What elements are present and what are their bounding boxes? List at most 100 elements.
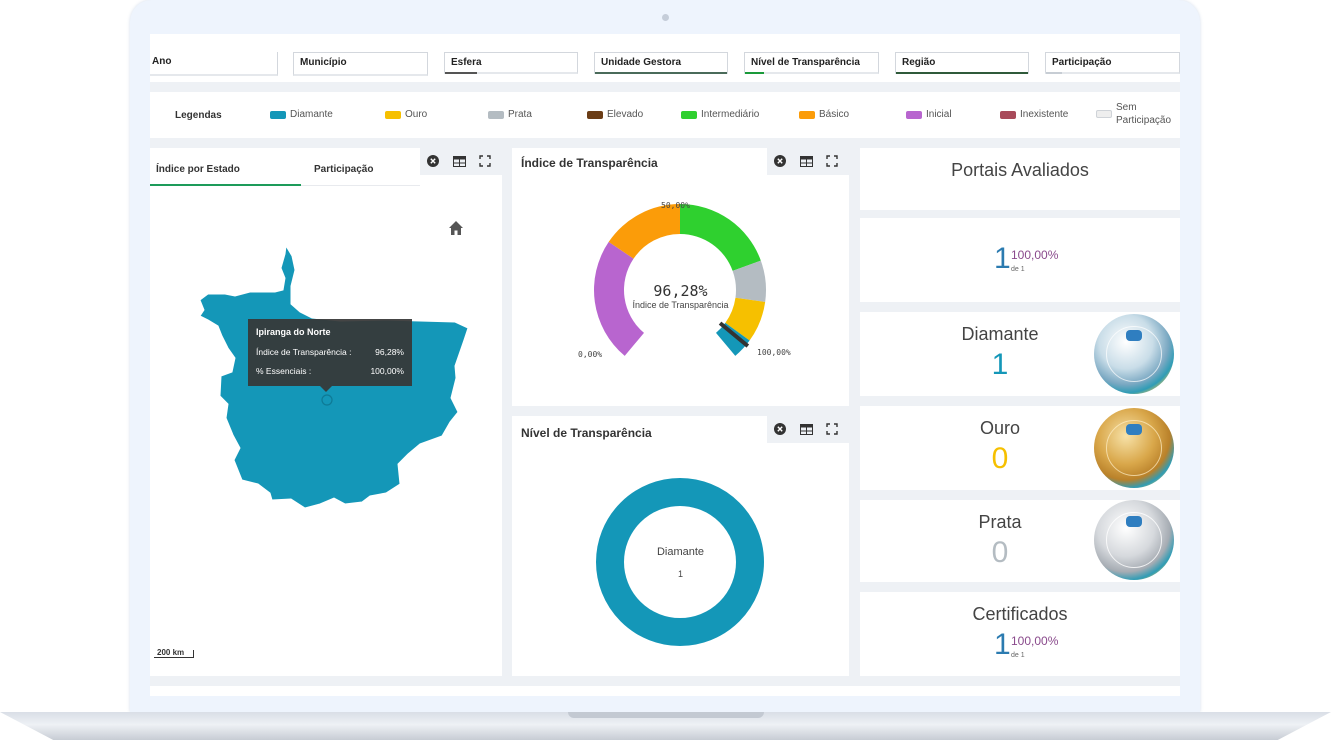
card-total-pct: 100,00% [1011,248,1059,262]
medal-ring [1106,420,1162,476]
card-ouro-title: Ouro [979,418,1021,438]
donut-slice-0[interactable] [596,478,764,646]
donut-toolbar [773,422,839,436]
laptop-notch [568,712,764,718]
table-icon[interactable] [799,422,813,436]
card-total: 1 100,00% de 1 [860,218,1180,302]
close-circle-icon[interactable] [773,422,787,436]
card-total-value: 1 [994,242,1011,275]
card-ouro-value: 0 [991,442,1009,475]
legend-swatch [385,110,401,119]
map-location-marker [321,394,333,406]
gauge-tick-min: 0,00% [578,350,603,359]
tooltip-title: Ipiranga do Norte [256,327,331,337]
fullscreen-icon[interactable] [478,154,492,168]
card-prata-value: 0 [991,536,1009,569]
gauge-panel: Índice de Transparência 96,28% Índice de… [512,148,849,406]
donut-panel-title: Nível de Transparência [521,426,652,440]
legend-item-0[interactable]: Diamante [270,109,333,120]
legend-swatch [906,110,922,119]
card-portais-avaliados: Portais Avaliados [860,148,1180,210]
fullscreen-icon[interactable] [825,422,839,436]
legend-item-7[interactable]: Inexistente [1000,109,1068,120]
map-scale-bar: 200 km [154,648,194,658]
gauge-band-2 [680,204,761,271]
legend-swatch [1096,110,1112,118]
gauge-band-0 [594,241,645,356]
card-portais-title: Portais Avaliados [951,160,1089,180]
filter-unidade-gestora[interactable]: Unidade Gestora [594,52,728,74]
filter-esfera-progress [445,72,477,74]
card-prata: Prata 0 [860,500,1180,582]
legend-swatch [1000,110,1016,119]
filter-esfera-label: Esfera [451,57,482,68]
legend-swatch [270,110,286,119]
gauge-value-label: 96,28% [653,282,708,300]
legend-label: Inexistente [1020,109,1069,120]
legend-item-2[interactable]: Prata [488,109,532,120]
card-total-de: de 1 [1011,266,1025,273]
tooltip-row-value-2: 100,00% [370,366,404,376]
map-toolbar [426,154,492,168]
filter-participacao-label: Participação [1052,57,1112,68]
close-circle-icon[interactable] [773,154,787,168]
legend-label: Elevado [607,109,644,120]
legend-label: Inicial [926,109,952,120]
home-icon[interactable] [448,220,464,241]
filter-nivel-transparencia[interactable]: Nível de Transparência [744,52,879,74]
tab-active-indicator [150,184,301,186]
legend-item-6[interactable]: Inicial [906,109,952,120]
legend-label: Prata [508,109,532,120]
legend-bar: Legendas Diamante Ouro Prata Elevado Interme… [150,92,1180,138]
silver-medal-icon [1094,500,1174,580]
card-certificados: Certificados 1 100,00% de 1 [860,592,1180,676]
filter-bar: Ano Município Esfera Unidade Gestora Nív… [150,34,1180,82]
table-icon[interactable] [799,154,813,168]
filter-regiao[interactable]: Região [895,52,1029,74]
filter-participacao[interactable]: Participação [1045,52,1180,74]
footer-strip [150,686,1180,696]
legend-item-4[interactable]: Intermediário [681,109,759,120]
tab-participacao[interactable]: Participação [314,164,374,175]
legend-label: Básico [819,109,850,120]
donut-panel: Nível de Transparência Diamante 1 [512,416,849,676]
tooltip-pointer [320,386,332,392]
filter-ano-label: Ano [152,56,172,67]
card-diamante: Diamante 1 [860,312,1180,396]
tab-indice-por-estado[interactable]: Índice por Estado [156,164,240,175]
filter-ano[interactable]: Ano [150,52,278,76]
medal-ring [1106,512,1162,568]
card-diamante-title: Diamante [961,324,1039,344]
gauge-band-1 [608,204,680,259]
donut-center-value: 1 [677,569,683,579]
filter-nivel-transparencia-progress [745,72,764,74]
medal-emblem [1126,424,1142,435]
fullscreen-icon[interactable] [825,154,839,168]
legend-item-3[interactable]: Elevado [587,109,643,120]
map-scale-label: 200 km [157,648,185,657]
gauge-band-3 [732,260,766,302]
close-circle-icon[interactable] [426,154,440,168]
donut-center-label: Diamante [656,546,705,558]
filter-participacao-progress [1046,72,1062,74]
map-tooltip: Ipiranga do Norte Índice de Transparênci… [248,319,412,386]
table-icon[interactable] [452,154,466,168]
tooltip-row-label-2: % Essenciais : [256,366,312,376]
filter-regiao-progress [896,72,1028,74]
legend-item-8[interactable]: Sem Participação [1096,101,1171,127]
tooltip-row-value-1: 96,28% [375,347,404,357]
gauge-band-4 [725,297,766,341]
gauge-band-5 [715,322,750,356]
gauge-caption: Índice de Transparência [632,300,729,310]
legend-item-5[interactable]: Básico [799,109,849,120]
tooltip-row-label-1: Índice de Transparência : [256,347,352,357]
filter-esfera[interactable]: Esfera [444,52,578,74]
gauge-tick-max: 100,00% [757,348,791,357]
filter-municipio[interactable]: Município [293,52,428,76]
gauge-tick-mid: 50,00% [661,201,690,210]
gold-medal-icon [1094,408,1174,488]
card-prata-title: Prata [978,512,1022,532]
legend-item-1[interactable]: Ouro [385,109,427,120]
legend-swatch [587,110,603,119]
legend-swatch [799,110,815,119]
